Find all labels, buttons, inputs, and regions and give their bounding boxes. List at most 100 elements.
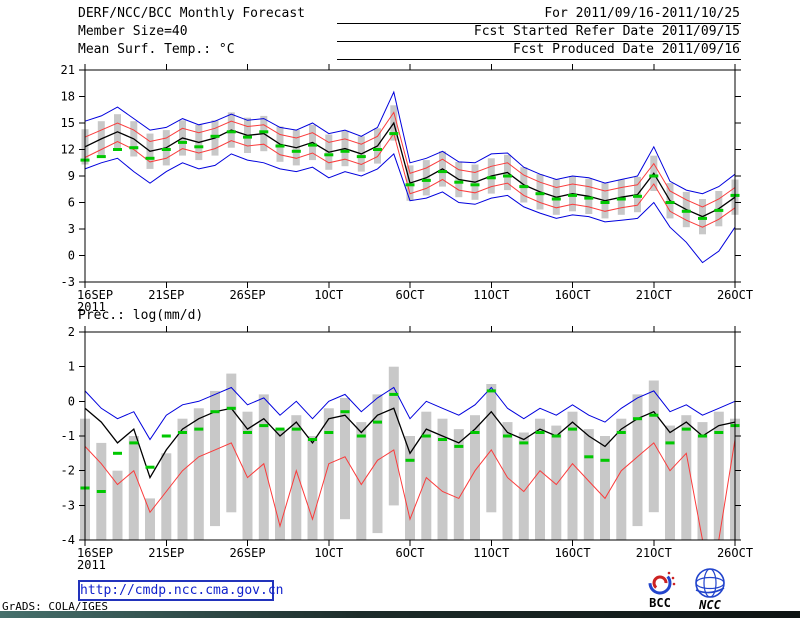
- observation-dash: [210, 134, 220, 138]
- observation-dash: [438, 170, 447, 174]
- minus-std-line: [84, 132, 736, 228]
- ensemble-max-line: [84, 386, 736, 441]
- observation-dash: [178, 140, 187, 144]
- ensemble-spread-bar: [551, 425, 562, 540]
- observation-dash: [714, 208, 724, 212]
- observation-dash: [568, 427, 577, 431]
- observation-dash: [291, 427, 301, 431]
- observation-dash: [243, 431, 252, 434]
- ensemble-max-line: [84, 90, 736, 195]
- refer-date-label: Fcst Started Refer Date 2011/09/15: [473, 24, 740, 39]
- ncc-logo-meridian-line: [703, 568, 717, 598]
- y-tick-label: -1: [61, 429, 75, 443]
- observation-dash: [275, 144, 285, 148]
- ensemble-spread-bar: [372, 394, 383, 534]
- y-tick-label: 18: [61, 90, 75, 104]
- ensemble-spread-bar: [632, 394, 643, 527]
- x-tick-label: 21OCT: [636, 546, 672, 560]
- x-tick-label: 11OCT: [473, 546, 509, 560]
- source-url-box: http://cmdp.ncc.cma.gov.cn: [78, 580, 284, 601]
- top-panel-variable-label: Mean Surf. Temp.: °C: [78, 42, 235, 57]
- observation-dash: [405, 458, 415, 462]
- ensemble-mean-line: [84, 121, 736, 218]
- y-tick-label: 0: [68, 394, 75, 408]
- observation-dash: [373, 420, 382, 424]
- header-divider-line: [337, 59, 741, 60]
- x-tick-label: 1OCT: [314, 546, 343, 560]
- x-tick-label: 26OCT: [717, 546, 753, 560]
- ensemble-spread-bar: [112, 470, 123, 540]
- observation-dash: [145, 465, 155, 469]
- observation-dash: [421, 434, 431, 438]
- observation-dash: [96, 490, 106, 493]
- observation-dash: [113, 148, 122, 151]
- plus-std-line: [84, 111, 736, 208]
- ensemble-spread-bar: [128, 436, 139, 540]
- bcc-logo-star: [671, 576, 675, 580]
- ensemble-spread-bar: [616, 418, 627, 540]
- observation-dash: [600, 458, 610, 462]
- observation-dash: [340, 410, 350, 414]
- ensemble-spread-bar: [356, 422, 367, 540]
- observation-dash: [161, 434, 171, 438]
- ensemble-spread-bar: [583, 429, 594, 540]
- ensemble-spread-bar: [470, 415, 480, 540]
- ensemble-spread-bar: [323, 408, 334, 540]
- observation-dash: [161, 148, 171, 151]
- observation-dash: [454, 180, 464, 184]
- observation-dash: [324, 153, 334, 157]
- observation-dash: [600, 201, 610, 204]
- bottom-panel-variable-label: Prec.: log(mm/d): [78, 308, 204, 323]
- produced-date-label: Fcst Produced Date 2011/09/16: [513, 42, 740, 57]
- ensemble-spread-bar: [453, 429, 464, 540]
- bcc-logo: BCC: [648, 571, 676, 610]
- observation-dash: [243, 135, 252, 139]
- observation-dash: [503, 434, 512, 438]
- ensemble-spread-bar: [275, 429, 285, 540]
- x-tick-label: 6OCT: [396, 546, 425, 560]
- observation-dash: [486, 389, 496, 393]
- x-tick-label: 21SEP: [148, 288, 184, 302]
- observation-dash: [438, 438, 447, 441]
- observation-dash: [519, 185, 529, 189]
- temperature-forecast-chart: -3 0 3 6 9 12 15 18 21 16SEP 21SEP 26SEP 1OCT 6OCT 11O…: [61, 63, 754, 314]
- bcc-logo-star: [672, 582, 676, 586]
- bcc-logo-red-swirl: [652, 575, 668, 591]
- ensemble-spread-bar: [567, 411, 578, 540]
- x-tick-label: 26SEP: [229, 288, 265, 302]
- observation-dash: [340, 149, 350, 153]
- observation-dash: [568, 193, 577, 197]
- observation-dash: [308, 438, 317, 441]
- y-tick-label: 3: [68, 222, 75, 236]
- observation-dash: [714, 431, 724, 434]
- ensemble-min-line: [84, 153, 736, 264]
- ncc-logo-text: NCC: [698, 598, 721, 612]
- observation-dash: [194, 427, 204, 431]
- ensemble-spread-bar: [210, 390, 220, 527]
- observation-dash: [486, 176, 496, 180]
- ensemble-spread-bar: [486, 384, 497, 513]
- observation-dash: [373, 148, 382, 151]
- y-tick-label: -3: [61, 275, 75, 289]
- observation-dash: [616, 431, 626, 434]
- ensemble-spread-bar: [405, 436, 415, 540]
- ensemble-spread-bar: [161, 453, 172, 540]
- observation-dash: [275, 427, 285, 431]
- observation-dash: [454, 444, 464, 448]
- ensemble-spread-bar: [193, 408, 204, 540]
- observation-dash: [681, 209, 691, 213]
- observation-dash: [145, 156, 155, 160]
- ensemble-spread-bar: [502, 422, 513, 540]
- x-axis-year-label: 2011: [77, 558, 106, 572]
- forecast-title: DERF/NCC/BCC Monthly Forecast: [78, 6, 305, 21]
- observation-dash: [421, 178, 431, 182]
- observation-dash: [389, 392, 399, 396]
- observation-dash: [616, 197, 626, 201]
- x-axis-year-label: 2011: [77, 300, 106, 314]
- x-tick-label: 6OCT: [396, 288, 425, 302]
- ensemble-spread-bar: [388, 366, 399, 506]
- header-divider-line: [337, 23, 741, 24]
- observation-dash: [226, 406, 236, 410]
- bcc-logo-blue-swirl: [648, 571, 672, 595]
